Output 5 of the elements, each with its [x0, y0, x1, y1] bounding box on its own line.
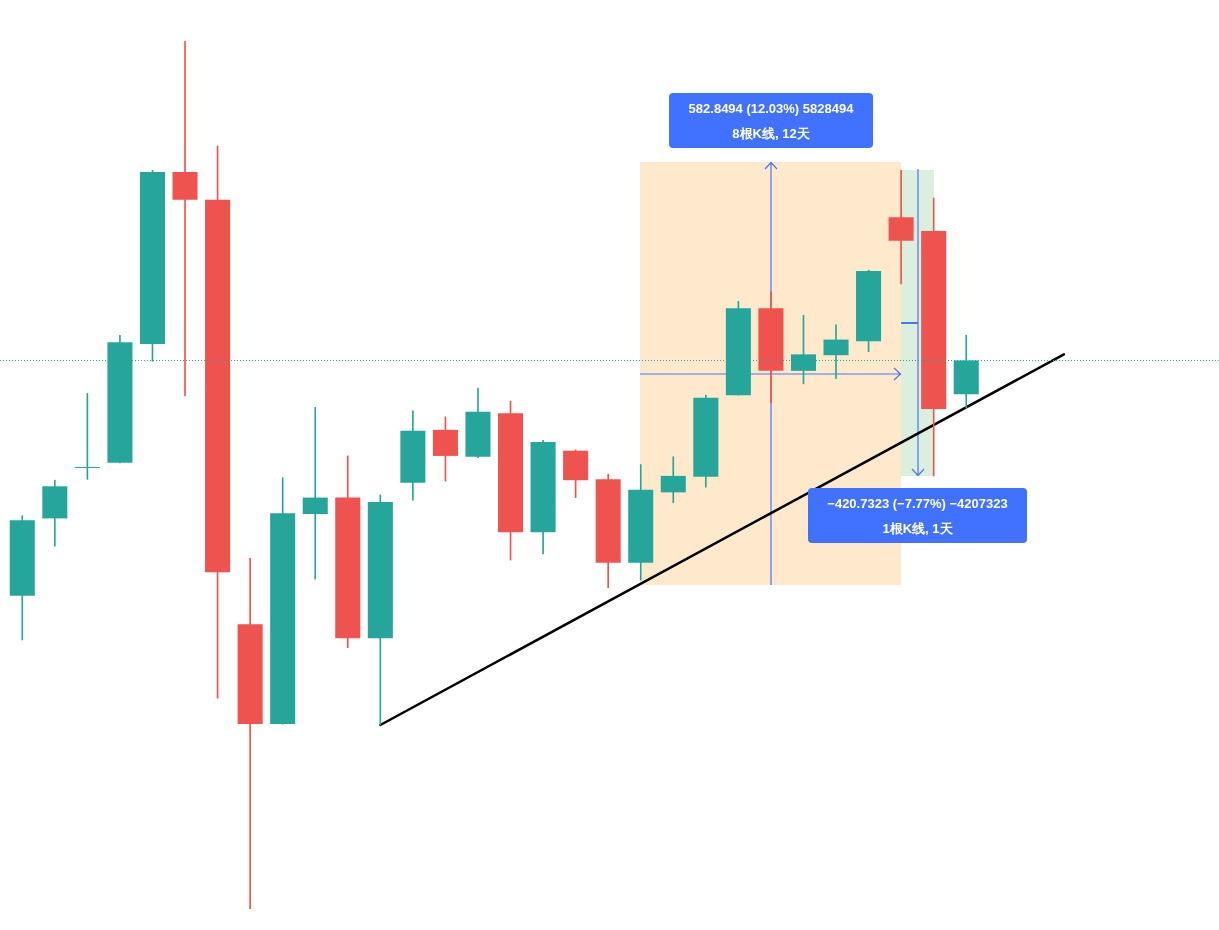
- candlestick: [888, 170, 914, 285]
- annotation: −420.7323 (−7.77%) −4207323 1根K线, 1天: [827, 494, 1008, 538]
- candlestick: [172, 41, 198, 397]
- annotation: 582.8494 (12.03%) 5828494 8根K线, 12天: [688, 99, 854, 143]
- candlestick: [302, 406, 328, 580]
